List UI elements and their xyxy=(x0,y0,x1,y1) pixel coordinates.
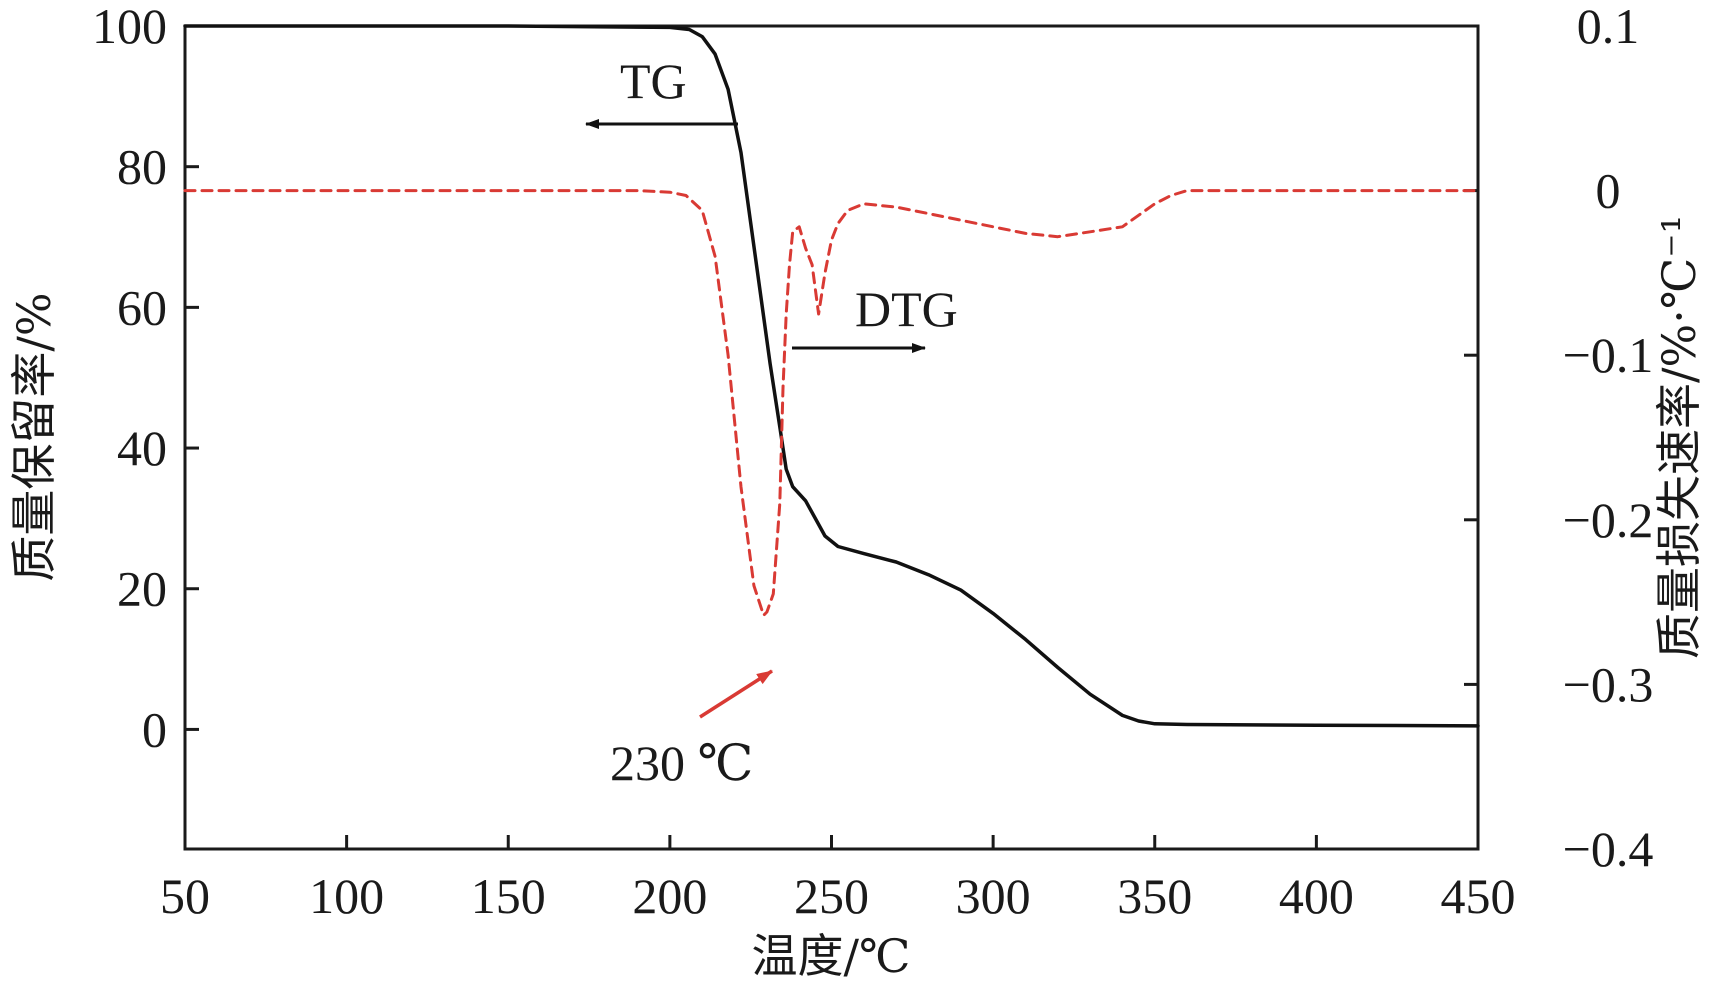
y-right-tick-label: 0.1 xyxy=(1577,0,1640,54)
left-axis-title: 质量保留率/% xyxy=(7,292,61,581)
x-tick-label: 250 xyxy=(794,868,869,924)
tg-series-line xyxy=(183,24,1480,728)
y-right-tick-label: −0.4 xyxy=(1563,821,1654,877)
y-left-tick-label: 60 xyxy=(117,279,167,335)
peak-annotation: 230 ℃ xyxy=(610,669,773,791)
x-tick-label: 100 xyxy=(309,868,384,924)
x-tick-label: 350 xyxy=(1117,868,1192,924)
x-tick-label: 50 xyxy=(160,868,210,924)
x-tick-label: 200 xyxy=(632,868,707,924)
y-left-tick-label: 0 xyxy=(142,701,167,757)
y-left-tick-label: 40 xyxy=(117,420,167,476)
right-axis-title: 质量损失速率/%·℃⁻¹ xyxy=(1652,215,1706,659)
x-tick-label: 300 xyxy=(956,868,1031,924)
x-axis-title: 温度/℃ xyxy=(752,929,911,983)
y-right-tick-label: −0.2 xyxy=(1563,492,1654,548)
dtg-label: DTG xyxy=(855,281,958,337)
peak-arrow xyxy=(699,669,773,719)
tg-label: TG xyxy=(620,53,687,109)
axis-tick-labels: 50 100 150 200 250 300 350 400 450 0 20 40 60 80 100 0.… xyxy=(92,0,1653,924)
y-right-tick-label: −0.1 xyxy=(1563,327,1654,383)
y-left-tick-label: 20 xyxy=(117,561,167,617)
tg-annotation: TG xyxy=(585,53,738,129)
y-right-tick-label: 0 xyxy=(1596,163,1621,219)
dtg-series-line xyxy=(183,189,1480,617)
x-tick-label: 450 xyxy=(1441,868,1516,924)
dtg-annotation: DTG xyxy=(792,281,958,353)
y-right-tick-label: −0.3 xyxy=(1563,656,1654,712)
series-layer xyxy=(183,24,1480,728)
x-tick-label: 150 xyxy=(471,868,546,924)
y-left-tick-label: 80 xyxy=(117,139,167,195)
x-tick-label: 400 xyxy=(1279,868,1354,924)
y-left-tick-label: 100 xyxy=(92,0,167,54)
axis-ticks xyxy=(183,24,1480,851)
peak-label: 230 ℃ xyxy=(610,735,753,791)
